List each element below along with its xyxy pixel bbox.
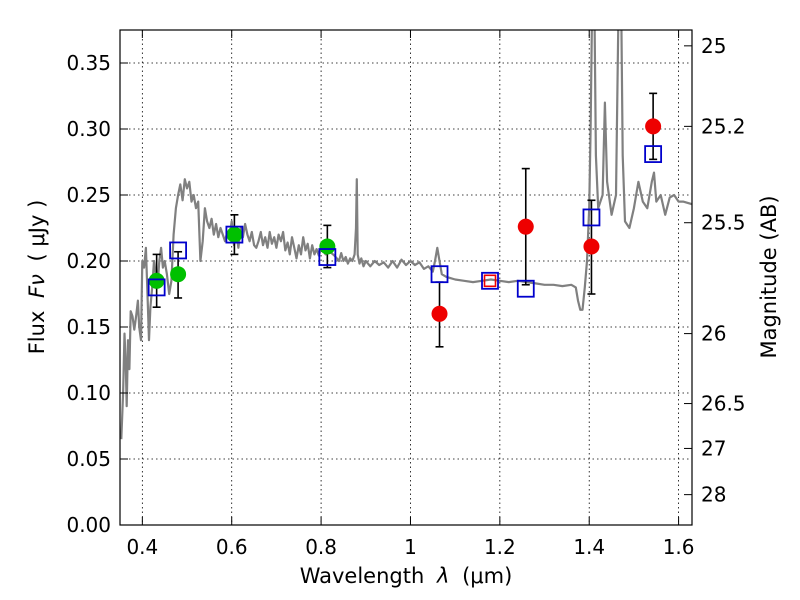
data-markers [147,118,663,322]
x-axis-ticks: 0.4 0.6 0.8 1 1.2 1.4 1.6 [126,30,695,559]
right-axis-label: Magnitude (AB) [757,195,781,358]
right-tick-label: 28 [701,483,726,507]
red-data-point [517,218,534,235]
highlight-inner-square [483,274,497,288]
right-tick-label: 26 [701,322,726,346]
right-tick-label: 25.5 [701,211,746,235]
right-tick-label: 27 [701,436,726,460]
x-tick-label: 0.8 [305,535,337,559]
grid-lines [120,30,692,526]
right-tick-label: 26.5 [701,392,746,416]
x-tick-label: 1.4 [573,535,605,559]
green-data-point [319,238,336,255]
model-square-point [644,145,663,163]
right-tick-label: 25.2 [701,114,746,138]
y-tick-label: 0.20 [66,249,111,273]
right-tick-label: 25 [701,34,726,58]
x-tick-label: 1 [404,535,417,559]
x-tick-label: 1.2 [484,535,516,559]
model-square-point [225,225,244,244]
right-axis-ticks: 25 25.2 25.5 26 26.5 27 28 [684,34,746,507]
model-square-point [318,248,337,266]
x-tick-label: 0.4 [126,535,158,559]
y-axis-label: Flux Fν ( μJy ) [25,200,49,355]
model-square-point [582,208,601,227]
y-axis-symbol: Fν [25,274,49,298]
x-axis-label: Wavelength λ (μm) [300,564,513,588]
green-data-point [170,266,187,283]
y-tick-label: 0.25 [66,183,111,207]
y-tick-label: 0.00 [66,513,111,537]
y-axis-ticks: 0.00 0.05 0.10 0.15 0.20 0.25 0.30 0.35 [66,51,128,537]
model-square-point [169,241,187,260]
x-tick-label: 0.6 [216,535,248,559]
x-axis-symbol: λ [436,564,449,588]
x-axis-label-text: Wavelength [300,564,425,588]
highlight-square-point [481,271,499,290]
y-tick-label: 0.10 [66,381,111,405]
red-data-point [431,305,448,322]
x-axis-unit: (μm) [462,564,512,588]
y-tick-label: 0.30 [66,117,111,141]
y-tick-label: 0.35 [66,51,111,75]
red-data-point [583,238,600,255]
x-tick-label: 1.6 [663,535,695,559]
plot-frame [119,29,693,526]
green-data-point [226,226,243,243]
model-square-point [430,265,449,284]
y-axis-label-text: Flux [25,311,49,355]
model-square-point [147,278,166,297]
spectrum-layer [120,30,692,440]
spectrum-line [120,30,692,440]
red-data-point [645,118,662,135]
y-tick-label: 0.05 [66,447,111,471]
y-axis-unit: ( μJy ) [25,200,49,262]
y-tick-label: 0.15 [66,315,111,339]
model-square-point [516,279,535,298]
green-data-point [148,272,165,289]
